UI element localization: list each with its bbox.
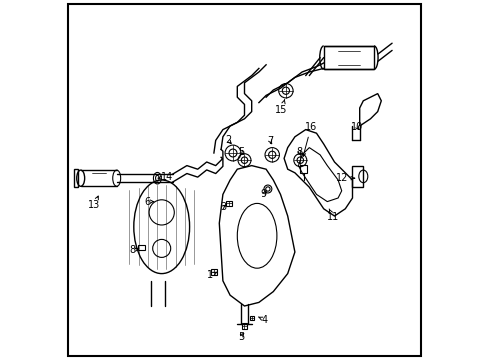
Text: 8: 8 [296,147,302,157]
Bar [249,316,253,320]
Text: 9: 9 [260,189,266,199]
Text: 1: 1 [207,270,216,280]
Text: 14: 14 [158,172,173,182]
Text: 5: 5 [237,332,244,342]
Text: 15: 15 [275,99,287,115]
Text: 3: 3 [220,202,225,212]
Bar [225,201,231,206]
Text: 4: 4 [258,315,267,325]
Text: 5: 5 [238,147,244,157]
Text: 10: 10 [350,122,362,132]
Text: 2: 2 [224,135,231,145]
Text: 16: 16 [302,122,317,157]
Bar [211,269,216,275]
Text: 6: 6 [144,197,153,207]
Text: 8: 8 [130,245,139,255]
Text: 12: 12 [336,173,354,183]
Bar [241,323,247,329]
Text: 13: 13 [88,196,100,210]
Text: 7: 7 [267,136,273,146]
Text: 11: 11 [326,209,338,222]
